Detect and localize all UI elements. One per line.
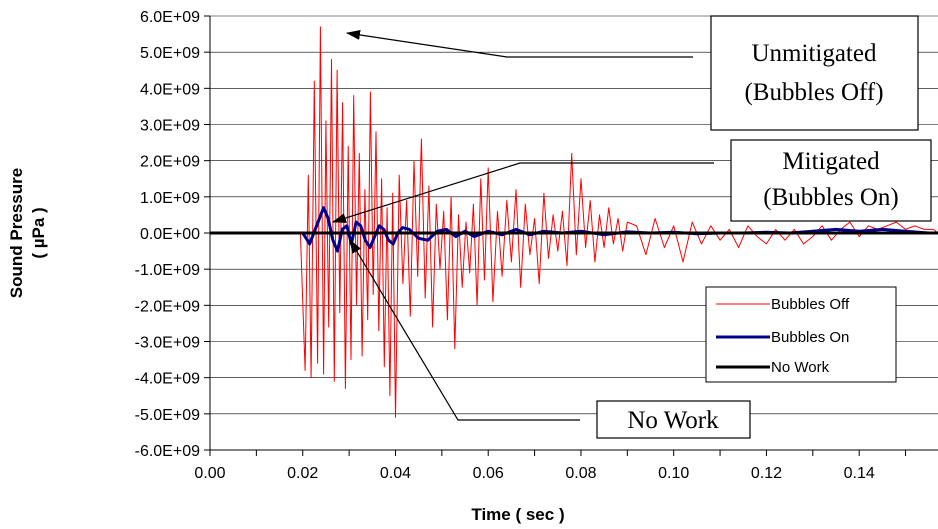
- callout-unmitigated-box: [710, 15, 919, 131]
- x-tick-label-1: 0.02: [287, 465, 318, 482]
- x-tick-label-6: 0.12: [751, 465, 782, 482]
- x-tick-labels: 0.00 0.02 0.04 0.06 0.08 0.10 0.12 0.14: [194, 465, 874, 482]
- callout-mitigated-line-2: (Bubbles On): [763, 184, 898, 211]
- callout-no-work-box: [596, 400, 751, 439]
- callout-no-work: No Work: [349, 239, 751, 439]
- y-tick-label-4: 2.0E+09: [140, 154, 200, 171]
- y-axis-title-line-1: Sound Pressure: [7, 168, 26, 298]
- y-tick-label-9: -3.0E+09: [135, 335, 200, 352]
- y-tick-label-3: 3.0E+09: [140, 118, 200, 135]
- x-tick-label-7: 0.14: [844, 465, 875, 482]
- y-tick-label-0: 6.0E+09: [140, 9, 200, 26]
- callout-unmitigated: Unmitigated (Bubbles Off): [346, 15, 919, 131]
- callout-unmitigated-line-2: (Bubbles Off): [744, 79, 883, 106]
- series-line-bubbles-off: [210, 26, 938, 418]
- y-tick-labels: 6.0E+09 5.0E+09 4.0E+09 3.0E+09 2.0E+09 1.0E+…: [135, 9, 200, 460]
- legend-label-bubbles-on: Bubbles On: [771, 329, 849, 346]
- y-tick-label-8: -2.0E+09: [135, 298, 200, 315]
- legend-label-bubbles-off: Bubbles Off: [771, 296, 850, 313]
- callout-unmitigated-line-1: Unmitigated: [752, 40, 877, 67]
- y-tick-label-11: -5.0E+09: [135, 407, 200, 424]
- y-axis-title-line-2: ( µPa ): [29, 207, 48, 258]
- y-tick-label-2: 4.0E+09: [140, 81, 200, 98]
- x-tick-label-5: 0.10: [658, 465, 689, 482]
- x-tick-label-4: 0.08: [565, 465, 596, 482]
- y-tick-label-6: 0.0E+00: [140, 226, 200, 243]
- y-tick-label-5: 1.0E+09: [140, 190, 200, 207]
- legend-label-no-work: No Work: [771, 359, 830, 376]
- y-tick-label-10: -4.0E+09: [135, 371, 200, 388]
- series-lines: [210, 26, 938, 418]
- x-tick-label-0: 0.00: [194, 465, 225, 482]
- callout-mitigated-box: [730, 139, 932, 222]
- x-axis-title: Time ( sec ): [471, 505, 564, 524]
- callout-mitigated-line-1: Mitigated: [782, 148, 880, 175]
- y-tick-label-7: -1.0E+09: [135, 262, 200, 279]
- callout-mitigated: Mitigated (Bubbles On): [332, 139, 932, 223]
- callout-no-work-line-1: No Work: [627, 407, 719, 434]
- y-tick-label-12: -6.0E+09: [135, 443, 200, 460]
- x-tick-label-2: 0.04: [380, 465, 411, 482]
- y-tick-label-1: 5.0E+09: [140, 45, 200, 62]
- legend: Bubbles Off Bubbles On No Work: [705, 286, 897, 383]
- x-tick-label-3: 0.06: [473, 465, 504, 482]
